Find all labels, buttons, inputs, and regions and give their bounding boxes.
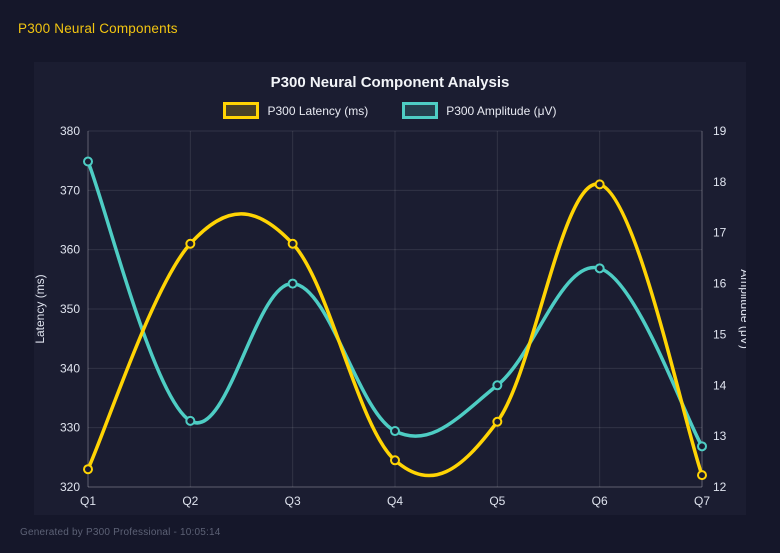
legend-item-amplitude[interactable]: P300 Amplitude (μV) [402,102,557,119]
data-point-Q6-series-0[interactable] [594,179,605,190]
chart-canvas[interactable]: 380 370 360 350 340 330 320 19 18 17 16 15 14 13 12 Q1 Q… [34,62,746,515]
y-axis-right-tick-label: 18 [713,175,727,189]
x-axis-tick-label: Q2 [182,494,198,508]
chart-panel: 380 370 360 350 340 330 320 19 18 17 16 15 14 13 12 Q1 Q… [34,62,746,515]
left-axis-title: Latency (ms) [34,274,47,343]
y-axis-left-tick-label: 350 [60,302,80,316]
y-axis-right-tick-label: 17 [713,226,727,240]
y-axis-right-tick-label: 19 [713,124,727,138]
data-point-Q1-series-0[interactable] [83,464,93,475]
data-point-Q5-series-1[interactable] [492,380,503,391]
y-axis-left-tick-label: 320 [60,480,80,494]
data-point-Q4-series-1[interactable] [390,426,400,437]
legend-swatch-latency-icon [223,102,260,119]
legend-swatch-amplitude-icon [402,102,439,119]
data-point-Q1-series-1[interactable] [83,156,93,167]
y-axis-right-tick-label: 14 [713,378,727,392]
x-axis-tick-label: Q7 [694,494,710,508]
y-axis-right-tick-label: 15 [713,327,727,341]
legend-label-latency: P300 Latency (ms) [267,103,369,118]
legend-label-amplitude: P300 Amplitude (μV) [446,103,557,118]
x-axis-tick-label: Q6 [592,494,608,508]
y-axis-right-tick-label: 12 [713,480,727,494]
chart-legend: P300 Latency (ms) P300 Amplitude (μV) [34,102,746,119]
y-axis-left-tick-label: 340 [60,361,80,375]
y-axis-right-tick-label: 16 [713,277,727,291]
x-axis-tick-label: Q3 [285,494,301,508]
data-point-Q2-series-1[interactable] [185,415,196,426]
data-point-Q2-series-0[interactable] [185,238,196,249]
footer-generated-text: Generated by P300 Professional - 10:05:1… [20,527,221,538]
data-point-Q5-series-0[interactable] [492,416,503,427]
y-axis-left-tick-label: 380 [60,124,80,138]
page-title: P300 Neural Components [18,21,178,36]
right-axis-title: Amplitude (μV) [738,269,746,349]
data-point-Q3-series-0[interactable] [287,238,298,249]
x-axis-tick-label: Q4 [387,494,403,508]
legend-item-latency[interactable]: P300 Latency (ms) [223,102,368,119]
y-axis-left-tick-label: 370 [60,183,80,197]
chart-title: P300 Neural Component Analysis [270,74,510,91]
y-axis-right-tick-label: 13 [713,429,727,443]
x-axis-tick-label: Q5 [489,494,505,508]
data-point-Q7-series-1[interactable] [697,441,707,452]
data-point-Q7-series-0[interactable] [697,470,707,481]
y-axis-left-tick-label: 330 [60,421,80,435]
data-point-Q3-series-1[interactable] [287,278,298,289]
y-axis-left-tick-label: 360 [60,243,80,257]
data-point-Q6-series-1[interactable] [594,263,605,274]
data-point-Q4-series-0[interactable] [390,455,400,466]
x-axis-tick-label: Q1 [80,494,96,508]
